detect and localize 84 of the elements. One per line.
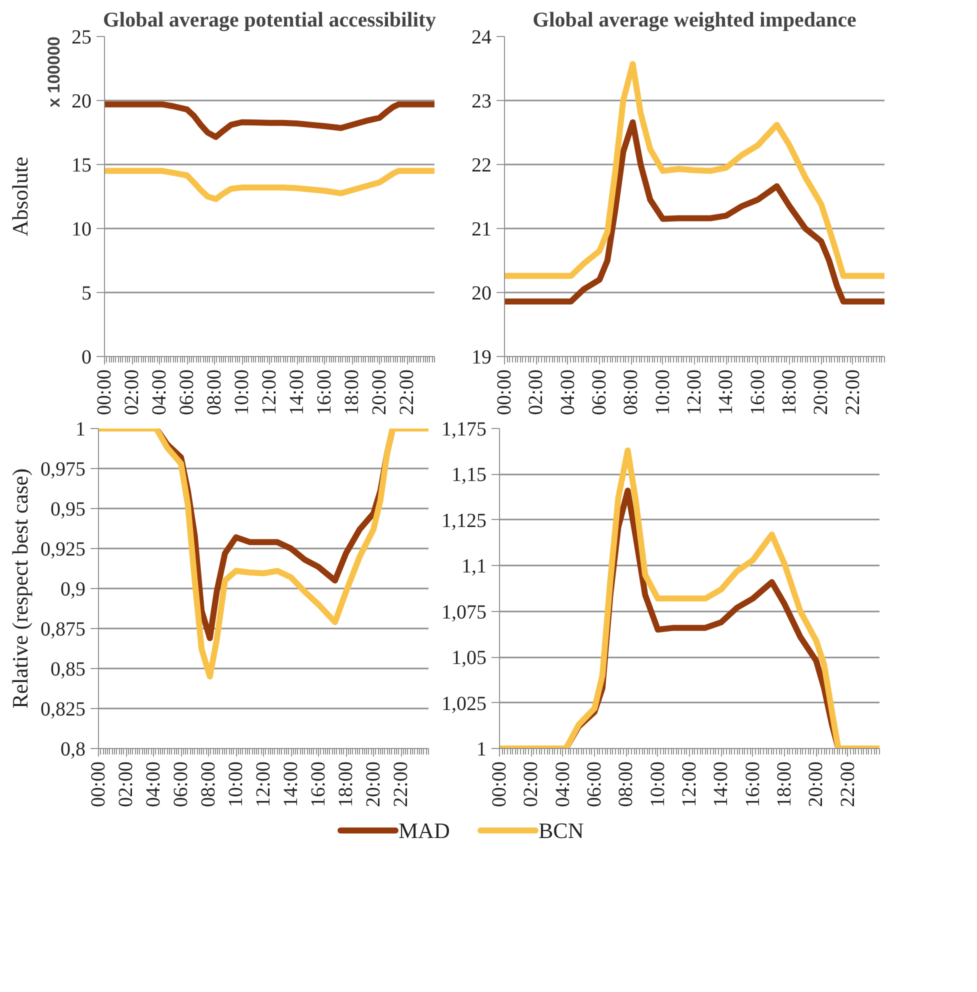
x-tick-label: 22:00: [842, 369, 864, 416]
y-tick-label: 1,15: [452, 464, 486, 486]
x-tick-label: 14:00: [280, 761, 302, 808]
y-tick-label: 0,925: [40, 538, 86, 560]
x-tick-label: 04:00: [556, 369, 579, 416]
x-tick-label: 16:00: [746, 369, 769, 416]
y-tick-label: 1,025: [442, 692, 486, 715]
x-tick-label: 18:00: [341, 369, 363, 416]
y-tick-label: 10: [72, 218, 92, 240]
x-tick-label: 08:00: [615, 761, 638, 808]
x-tick-label: 20:00: [805, 761, 828, 808]
x-tick-label: 10:00: [652, 369, 674, 416]
y-tick-label: 19: [472, 346, 492, 368]
x-tick-label: 22:00: [390, 761, 412, 808]
x-tick-label: 02:00: [520, 761, 542, 808]
x-tick-label: 06:00: [588, 369, 610, 416]
y-tick-label: 0,9: [60, 578, 86, 600]
x-tick-label: 22:00: [396, 369, 418, 416]
x-tick-label: 02:00: [121, 369, 143, 416]
y-tick-label: 0,85: [50, 658, 86, 680]
x-tick-label: 18:00: [774, 761, 796, 808]
x-tick-label: 02:00: [115, 761, 137, 808]
x-tick-label: 08:00: [620, 369, 642, 416]
x-tick-label: 14:00: [286, 369, 308, 416]
x-tick-label: 16:00: [742, 761, 764, 808]
x-tick-label: 04:00: [148, 369, 170, 416]
y-tick-label: 0,825: [40, 698, 86, 720]
x-tick-label: 18:00: [778, 369, 800, 416]
x-tick-label: 00:00: [494, 369, 516, 416]
x-tick-label: 14:00: [710, 761, 732, 808]
x-tick-label: 06:00: [170, 761, 192, 808]
x-tick-label: 08:00: [198, 761, 220, 808]
y-axis-title: Relative (respect best case): [8, 468, 32, 709]
x-tick-label: 00:00: [488, 761, 510, 808]
x-tick-label: 16:00: [314, 369, 336, 416]
y-tick-label: 25: [72, 26, 92, 48]
y-tick-label: 24: [472, 26, 492, 48]
x-tick-label: 10:00: [231, 369, 253, 416]
y-tick-label: 0,875: [40, 618, 86, 640]
x-tick-label: 12:00: [678, 761, 700, 808]
y-tick-label: 5: [82, 282, 92, 304]
chart-title: Global average weighted impedance: [532, 8, 856, 32]
x-tick-label: 00:00: [94, 369, 116, 416]
x-tick-label: 22:00: [836, 761, 859, 808]
y-tick-label: 23: [472, 90, 492, 112]
x-tick-label: 10:00: [225, 761, 247, 808]
x-tick-label: 02:00: [525, 369, 548, 416]
y-tick-label: 0: [82, 346, 92, 368]
x-tick-label: 14:00: [715, 369, 738, 416]
x-tick-label: 06:00: [584, 761, 606, 808]
y-tick-label: 0,95: [50, 498, 86, 520]
x-tick-label: 04:00: [552, 761, 574, 808]
x-tick-label: 16:00: [308, 761, 330, 808]
x-tick-label: 18:00: [335, 761, 357, 808]
x-tick-label: 20:00: [810, 369, 832, 416]
chart-title: Global average potential accessibility: [102, 8, 437, 32]
x-tick-label: 10:00: [646, 761, 669, 808]
y-tick-label: 1,075: [442, 601, 486, 624]
x-tick-label: 12:00: [252, 761, 274, 808]
x-tick-label: 04:00: [142, 761, 164, 808]
y-tick-label: 1,125: [442, 510, 486, 532]
y-tick-label: 1: [476, 738, 486, 760]
legend-label: BCN: [538, 818, 584, 843]
y-tick-label: 1,1: [462, 556, 486, 578]
y-tick-label: 0,975: [40, 458, 86, 480]
x-tick-label: 20:00: [368, 369, 390, 416]
y-tick-label: 1,175: [442, 418, 486, 440]
x-tick-label: 20:00: [362, 761, 384, 808]
x-tick-label: 08:00: [204, 369, 226, 416]
x-tick-label: 12:00: [258, 369, 280, 416]
y-tick-label: 1,05: [452, 647, 486, 670]
y-tick-label: 22: [472, 154, 492, 176]
y-tick-label: 20: [72, 90, 92, 112]
x-tick-label: 06:00: [176, 369, 198, 416]
y-tick-label: 15: [72, 154, 92, 176]
x-tick-label: 12:00: [684, 369, 706, 416]
y-tick-label: 0,8: [60, 738, 86, 760]
y-axis-title: Absolute: [8, 156, 32, 236]
y-tick-label: 1: [76, 418, 86, 440]
x-tick-label: 00:00: [88, 761, 110, 808]
legend-label: MAD: [398, 818, 450, 843]
y-tick-label: 20: [472, 282, 492, 304]
y-tick-label: 21: [472, 218, 492, 240]
text: x 100000: [44, 36, 64, 108]
